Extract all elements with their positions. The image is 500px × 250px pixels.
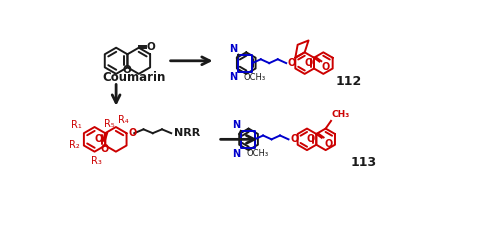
Text: O: O — [94, 134, 103, 144]
Text: O: O — [290, 134, 298, 144]
Text: O: O — [322, 62, 330, 72]
Text: O: O — [288, 58, 296, 68]
Text: O: O — [100, 144, 108, 154]
Text: R₁: R₁ — [71, 120, 82, 130]
Text: CH₃: CH₃ — [332, 110, 350, 118]
Text: O: O — [306, 134, 315, 144]
Text: R₂: R₂ — [70, 140, 80, 150]
Text: Coumarin: Coumarin — [102, 71, 166, 84]
Text: R₃: R₃ — [90, 156, 102, 166]
Text: 112: 112 — [336, 75, 362, 88]
Text: O: O — [304, 58, 312, 68]
Text: R₄: R₄ — [118, 115, 129, 125]
Text: 113: 113 — [351, 156, 377, 169]
Text: R₅: R₅ — [104, 119, 115, 129]
Text: OCH₃: OCH₃ — [246, 149, 268, 158]
Text: O: O — [147, 42, 156, 52]
Text: O: O — [122, 65, 131, 75]
Text: OCH₃: OCH₃ — [244, 73, 266, 82]
Text: N: N — [230, 72, 237, 82]
Text: O: O — [324, 138, 332, 148]
Text: N: N — [232, 120, 240, 130]
Text: N: N — [230, 44, 237, 54]
Text: N: N — [232, 148, 240, 158]
Text: O: O — [129, 128, 137, 138]
Text: NRR: NRR — [174, 128, 200, 138]
